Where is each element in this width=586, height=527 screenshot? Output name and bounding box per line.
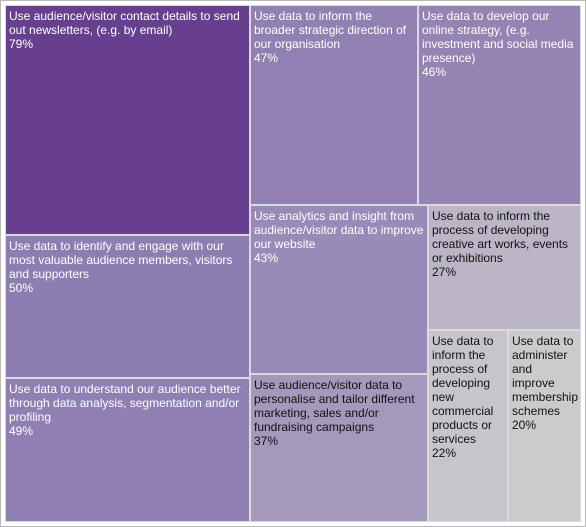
treemap-tile: Use data to develop our online strategy,… [418, 5, 581, 205]
tile-label: Use data to inform the broader strategic… [254, 9, 407, 51]
tile-value: 79% [9, 37, 34, 51]
treemap-tile: Use data to identify and engage with our… [5, 235, 250, 378]
tile-value: 50% [9, 281, 34, 295]
tile-value: 47% [254, 51, 279, 65]
treemap-tile: Use data to inform the process of develo… [428, 205, 581, 330]
treemap-tile: Use audience/visitor contact details to … [5, 5, 250, 235]
tile-label: Use audience/visitor contact details to … [9, 9, 240, 37]
tile-label: Use data to inform the process of develo… [432, 334, 494, 446]
treemap-tile: Use analytics and insight from audience/… [250, 205, 428, 374]
treemap-tile: Use audience/visitor data to personalise… [250, 374, 428, 522]
treemap-tile: Use data to inform the broader strategic… [250, 5, 418, 205]
tile-label: Use data to inform the process of develo… [432, 209, 569, 265]
tile-value: 20% [512, 418, 537, 432]
tile-value: 37% [254, 434, 279, 448]
tile-label: Use data to administer and improve membe… [512, 334, 579, 418]
tile-label: Use analytics and insight from audience/… [254, 209, 424, 251]
tile-label: Use data to develop our online strategy,… [422, 9, 574, 65]
tile-value: 46% [422, 65, 447, 79]
tile-value: 49% [9, 424, 34, 438]
tile-label: Use data to identify and engage with our… [9, 239, 233, 281]
tile-value: 27% [432, 265, 457, 279]
tile-value: 43% [254, 251, 279, 265]
tile-label: Use audience/visitor data to personalise… [254, 378, 415, 434]
tile-value: 22% [432, 446, 457, 460]
treemap-tile: Use data to administer and improve membe… [508, 330, 581, 522]
tile-label: Use data to understand our audience bett… [9, 382, 241, 424]
treemap-tile: Use data to inform the process of develo… [428, 330, 508, 522]
treemap-tile: Use data to understand our audience bett… [5, 378, 250, 522]
